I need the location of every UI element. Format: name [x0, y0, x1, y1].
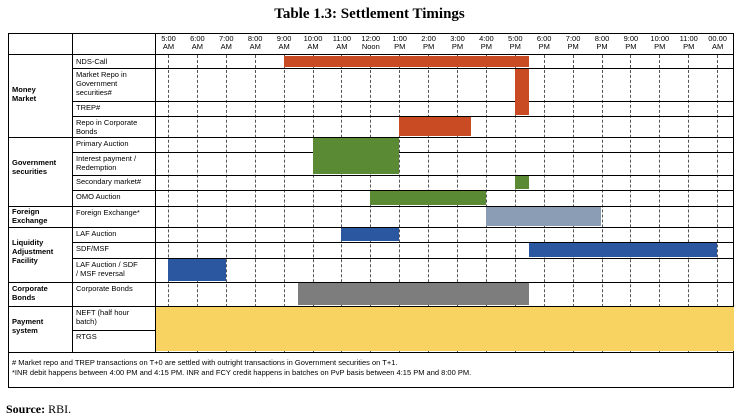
row-label: NDS-Call — [76, 57, 108, 66]
timing-bar — [399, 117, 472, 136]
time-tick: 7:00 AM — [218, 34, 234, 51]
footnote-inr: *INR debit happens between 4:00 PM and 4… — [12, 368, 472, 377]
timing-bar — [529, 243, 718, 257]
time-gridline — [572, 55, 574, 352]
time-gridline — [485, 55, 487, 352]
time-gridline — [514, 55, 516, 352]
time-tick: 4:00 PM — [479, 34, 494, 51]
row-rule — [72, 137, 734, 138]
time-tick: 10:00 AM — [303, 34, 323, 51]
row-label: Market Repo in Government securities# — [76, 70, 127, 97]
time-tick: 11:00 AM — [332, 34, 351, 51]
category-label: Payment system — [12, 317, 44, 335]
time-tick: 3:00 PM — [450, 34, 465, 51]
time-gridline — [688, 55, 690, 352]
time-gridline — [341, 55, 343, 352]
row-rule — [72, 282, 734, 283]
row-label: SDF/MSF — [76, 244, 109, 253]
time-tick: 00.00 AM — [708, 34, 727, 51]
timing-bar — [370, 191, 486, 205]
row-label: Repo in Corporate Bonds — [76, 118, 138, 136]
category-label: Government securities — [12, 158, 57, 176]
time-gridline — [254, 55, 256, 352]
time-tick: 9:00 AM — [276, 34, 292, 51]
row-rule — [72, 258, 734, 259]
row-label: Primary Auction — [76, 139, 129, 148]
footnotes: # Market repo and TREP transactions on T… — [12, 358, 471, 378]
row-label: Corporate Bonds — [76, 284, 133, 293]
timing-bar — [298, 283, 530, 305]
row-label: Secondary market# — [76, 177, 142, 186]
label-divider — [155, 33, 156, 353]
row-rule — [72, 306, 734, 307]
timing-bar — [312, 138, 400, 174]
time-tick: 10:00 PM — [650, 34, 670, 51]
time-gridline — [659, 55, 661, 352]
row-label: RTGS — [76, 332, 97, 341]
row-label: NEFT (half hour batch) — [76, 308, 130, 326]
time-gridline — [543, 55, 545, 352]
row-rule — [72, 206, 734, 207]
row-rule — [72, 227, 734, 228]
timing-bar — [514, 176, 530, 189]
time-gridline — [283, 55, 285, 352]
category-divider — [72, 33, 73, 353]
category-label: Liquidity Adjustment Facility — [12, 238, 54, 265]
time-tick: 6:00 PM — [536, 34, 552, 51]
row-rule — [72, 68, 734, 69]
time-tick: 7:00 PM — [565, 34, 581, 51]
footnote-repo: # Market repo and TREP transactions on T… — [12, 358, 398, 367]
time-tick: 12:00 Noon — [361, 34, 381, 51]
time-tick: 6:00 AM — [190, 34, 205, 51]
source-value: RBI. — [48, 402, 72, 416]
timing-bar — [283, 56, 530, 67]
time-gridline — [717, 55, 719, 352]
row-rule — [72, 101, 734, 102]
source-label: Source: — [6, 402, 46, 416]
time-tick: 1:00 PM — [392, 34, 407, 51]
row-label: TREP# — [76, 103, 101, 112]
settlement-table — [8, 33, 734, 388]
time-gridline — [225, 55, 227, 352]
timing-bar — [341, 228, 400, 241]
time-tick: 8:00 AM — [247, 34, 263, 51]
row-label: LAF Auction — [76, 229, 117, 238]
row-rule — [72, 152, 734, 153]
category-label: Money Market — [12, 85, 37, 103]
time-gridline — [312, 55, 314, 352]
time-tick: 2:00 PM — [421, 34, 436, 51]
time-tick: 11:00 PM — [679, 34, 698, 51]
time-tick: 8:00 PM — [594, 34, 610, 51]
timing-bar — [514, 69, 530, 115]
table-title: Table 1.3: Settlement Timings — [274, 6, 465, 22]
row-label: LAF Auction / SDF / MSF reversal — [76, 260, 138, 278]
row-label: OMO Auction — [76, 192, 121, 201]
row-rule — [72, 352, 734, 353]
row-rule — [72, 190, 734, 191]
row-label: Interest payment / Redemption — [76, 154, 137, 172]
time-tick: 5:00 PM — [507, 34, 523, 51]
row-label: Foreign Exchange* — [76, 208, 140, 217]
category-label: Corporate Bonds — [12, 284, 48, 302]
timing-bar — [156, 307, 734, 351]
source-line: Source: RBI. — [6, 402, 71, 417]
time-gridline — [168, 55, 169, 352]
row-rule — [72, 175, 734, 176]
timing-bar — [485, 207, 602, 226]
time-gridline — [196, 55, 198, 352]
category-label: Foreign Exchange — [12, 207, 48, 225]
time-gridline — [601, 55, 603, 352]
time-tick: 9:00 PM — [623, 34, 639, 51]
row-rule — [72, 242, 734, 243]
time-tick: 5:00 AM — [161, 34, 176, 51]
time-gridline — [630, 55, 632, 352]
header-rule — [8, 54, 734, 55]
timing-bar — [168, 259, 226, 281]
row-rule — [72, 116, 734, 117]
